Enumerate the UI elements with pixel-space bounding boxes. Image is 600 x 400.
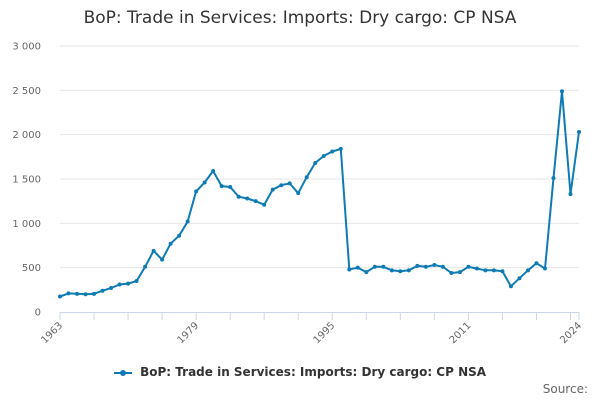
data-point[interactable]	[355, 265, 360, 270]
data-point[interactable]	[415, 263, 420, 268]
data-point[interactable]	[474, 266, 479, 271]
data-point[interactable]	[177, 233, 182, 238]
data-point[interactable]	[389, 268, 394, 273]
source-label: Source:	[542, 382, 588, 396]
data-point[interactable]	[134, 278, 139, 283]
data-point[interactable]	[66, 291, 71, 296]
data-point[interactable]	[194, 189, 199, 194]
data-point[interactable]	[185, 219, 190, 224]
x-tick-label: 2011	[448, 320, 474, 346]
data-point[interactable]	[525, 268, 530, 273]
data-point[interactable]	[270, 187, 275, 192]
data-point[interactable]	[219, 184, 224, 189]
data-point[interactable]	[406, 268, 411, 273]
data-point[interactable]	[151, 248, 156, 253]
data-point[interactable]	[372, 264, 377, 269]
x-tick-label: 1963	[39, 320, 65, 346]
data-point[interactable]	[296, 191, 301, 196]
data-point[interactable]	[75, 291, 80, 296]
data-point[interactable]	[364, 270, 369, 275]
y-tick-label: 3 000	[12, 42, 41, 53]
data-point[interactable]	[398, 269, 403, 274]
data-point[interactable]	[253, 199, 258, 204]
data-point[interactable]	[347, 267, 352, 272]
x-tick-label: 2024	[558, 320, 584, 346]
legend-swatch-icon	[113, 369, 132, 377]
data-point[interactable]	[440, 264, 445, 269]
data-point[interactable]	[577, 130, 581, 135]
data-point[interactable]	[559, 89, 564, 94]
data-point[interactable]	[491, 268, 496, 273]
y-tick-label: 1 000	[12, 219, 41, 230]
data-point[interactable]	[100, 288, 105, 293]
y-tick-label: 2 000	[12, 130, 41, 141]
series-line[interactable]	[59, 90, 580, 298]
data-point[interactable]	[330, 149, 335, 154]
data-point[interactable]	[432, 263, 437, 268]
data-point[interactable]	[423, 264, 428, 269]
y-tick-label: 500	[22, 263, 41, 274]
data-point[interactable]	[279, 183, 284, 188]
data-point[interactable]	[500, 269, 505, 274]
data-point[interactable]	[58, 294, 62, 299]
data-point[interactable]	[202, 180, 207, 185]
x-tick-label: 1979	[175, 320, 201, 346]
data-point[interactable]	[236, 194, 241, 199]
data-point[interactable]	[483, 268, 488, 273]
data-point[interactable]	[568, 192, 573, 197]
y-tick-label: 0	[35, 308, 41, 319]
chart-title: BoP: Trade in Services: Imports: Dry car…	[83, 8, 517, 28]
data-point[interactable]	[449, 270, 454, 275]
data-point[interactable]	[168, 241, 173, 246]
data-point[interactable]	[517, 276, 522, 281]
data-point[interactable]	[466, 264, 471, 269]
data-point[interactable]	[211, 169, 216, 174]
data-point[interactable]	[542, 266, 547, 271]
y-tick-label: 2 500	[12, 86, 41, 97]
data-point[interactable]	[109, 286, 114, 291]
data-point[interactable]	[228, 184, 233, 189]
data-point[interactable]	[321, 153, 326, 158]
data-point[interactable]	[338, 146, 343, 151]
data-point[interactable]	[551, 176, 556, 181]
data-point[interactable]	[126, 281, 131, 286]
data-point[interactable]	[262, 202, 267, 207]
legend-label: BoP: Trade in Services: Imports: Dry car…	[140, 365, 487, 379]
y-tick-label: 1 500	[12, 175, 41, 186]
data-point[interactable]	[245, 196, 250, 201]
chart-legend[interactable]: BoP: Trade in Services: Imports: Dry car…	[0, 365, 600, 379]
data-point[interactable]	[160, 257, 165, 262]
data-point[interactable]	[287, 181, 292, 186]
data-point[interactable]	[534, 261, 539, 266]
data-point[interactable]	[83, 292, 88, 297]
data-point[interactable]	[381, 264, 386, 269]
data-point[interactable]	[304, 175, 309, 180]
x-tick-label: 1995	[312, 320, 338, 346]
data-point[interactable]	[508, 284, 513, 289]
data-point[interactable]	[117, 282, 122, 287]
data-point[interactable]	[313, 161, 318, 166]
data-point[interactable]	[143, 264, 148, 269]
data-point[interactable]	[457, 270, 462, 275]
data-point[interactable]	[92, 291, 97, 296]
